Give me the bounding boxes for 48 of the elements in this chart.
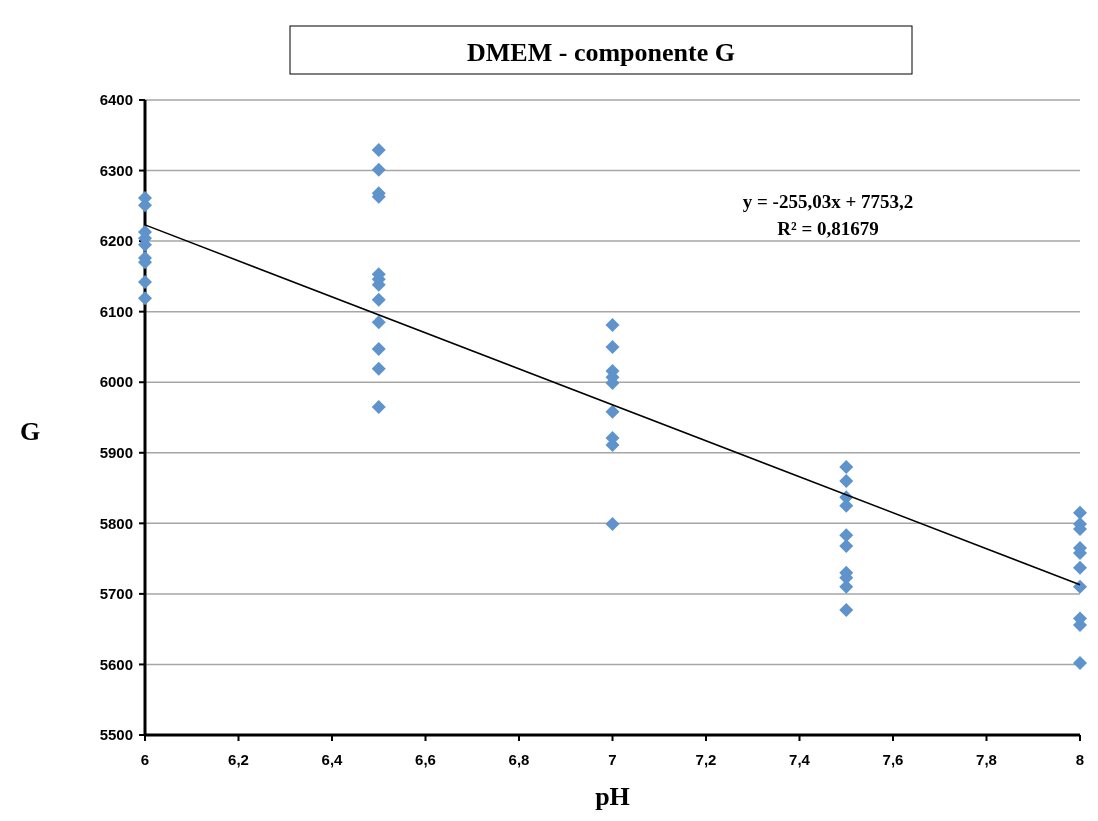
- x-tick-label: 7,4: [789, 751, 811, 768]
- y-tick-label: 6400: [99, 91, 133, 109]
- point: [138, 291, 152, 306]
- y-tick-label: 5600: [99, 655, 133, 673]
- point: [605, 517, 620, 532]
- point: [605, 404, 620, 419]
- y-tick-label: 5800: [99, 514, 133, 532]
- y-axis-title: G: [20, 417, 41, 446]
- annotation: R² = 0,81679: [777, 218, 879, 239]
- point: [1073, 505, 1087, 520]
- point: [839, 528, 854, 543]
- point: [605, 318, 620, 333]
- x-tick-label: 6,4: [321, 751, 344, 768]
- point: [839, 603, 854, 618]
- point: [138, 275, 152, 290]
- point: [371, 292, 386, 307]
- y-tick-label: 6300: [99, 161, 133, 179]
- y-tick-label: 5700: [99, 585, 133, 603]
- y-tick-label: 6000: [99, 373, 133, 391]
- x-tick-label: 6,8: [508, 751, 530, 768]
- annotation: y = -255,03x + 7753,2: [742, 191, 914, 212]
- point: [371, 399, 386, 414]
- point: [1073, 579, 1087, 594]
- point: [605, 339, 620, 354]
- x-tick-label: 7,8: [976, 751, 997, 768]
- point: [371, 162, 386, 177]
- y-tick-label: 6200: [99, 232, 133, 250]
- point: [371, 143, 386, 158]
- point: [371, 342, 386, 357]
- point: [839, 474, 854, 488]
- point: [371, 315, 386, 330]
- x-tick-label: 7,2: [695, 751, 717, 768]
- x-tick-label: 7,6: [882, 751, 904, 768]
- point: [1073, 656, 1087, 671]
- point: [1073, 560, 1087, 575]
- y-tick-label: 5500: [99, 726, 133, 744]
- point: [839, 459, 854, 474]
- x-tick-label: 6,2: [228, 751, 249, 768]
- point: [839, 538, 854, 553]
- x-tick-label: 8: [1075, 751, 1085, 768]
- chart-title: DMEM - componente G: [467, 38, 735, 67]
- y-tick-label: 6100: [99, 302, 133, 320]
- x-axis-title: pH: [595, 782, 630, 811]
- x-tick-label: 6,6: [415, 751, 436, 768]
- x-tick-label: 7: [608, 751, 617, 768]
- y-tick-label: 5900: [99, 444, 133, 462]
- x-tick-label: 6: [140, 751, 150, 768]
- point: [371, 361, 386, 376]
